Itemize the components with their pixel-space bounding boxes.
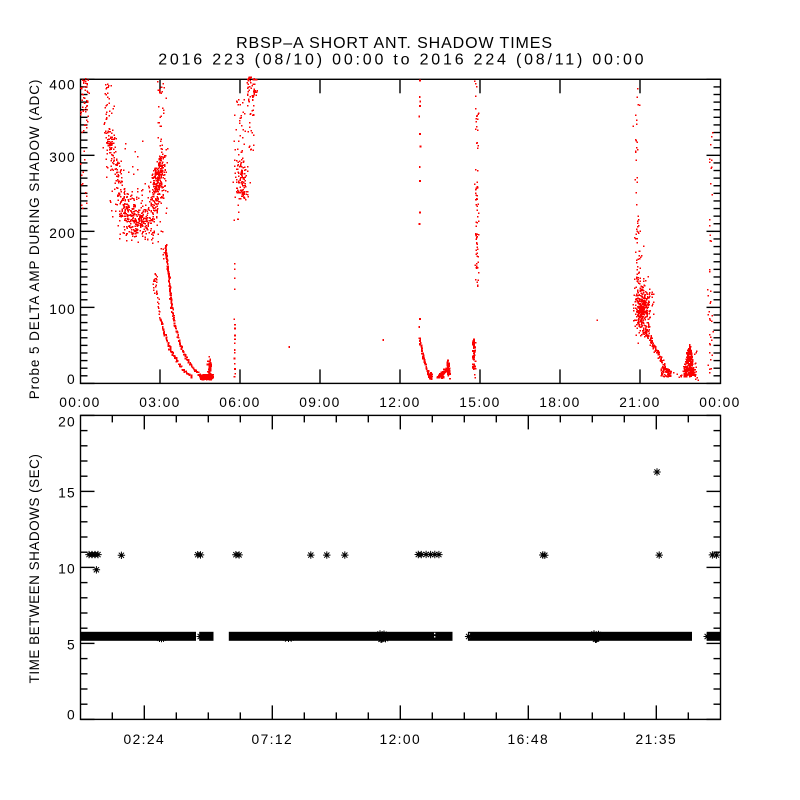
svg-text:Probe 5 DELTA AMP DURING SHADO: Probe 5 DELTA AMP DURING SHADOW (ADC) <box>27 79 42 400</box>
svg-text:0: 0 <box>67 372 76 387</box>
svg-text:200: 200 <box>49 226 76 241</box>
svg-text:06:00: 06:00 <box>219 395 261 410</box>
svg-text:02:24: 02:24 <box>124 732 166 747</box>
svg-text:21:00: 21:00 <box>619 395 661 410</box>
svg-text:03:00: 03:00 <box>139 395 181 410</box>
svg-text:300: 300 <box>49 150 76 165</box>
svg-text:21:35: 21:35 <box>636 732 678 747</box>
svg-text:400: 400 <box>49 78 76 93</box>
svg-text:16:48: 16:48 <box>508 732 550 747</box>
svg-text:15: 15 <box>58 486 76 501</box>
svg-text:00:00: 00:00 <box>699 395 741 410</box>
svg-text:00:00: 00:00 <box>59 395 101 410</box>
svg-text:RBSP–A SHORT ANT. SHADOW TIMES: RBSP–A SHORT ANT. SHADOW TIMES <box>236 35 553 52</box>
svg-text:TIME BETWEEN SHADOWS (SEC): TIME BETWEEN SHADOWS (SEC) <box>27 454 42 684</box>
svg-text:12:00: 12:00 <box>379 395 421 410</box>
svg-text:15:00: 15:00 <box>459 395 501 410</box>
svg-text:18:00: 18:00 <box>539 395 581 410</box>
svg-text:0: 0 <box>67 708 76 723</box>
svg-text:20: 20 <box>58 415 76 430</box>
svg-text:09:00: 09:00 <box>299 395 341 410</box>
svg-text:07:12: 07:12 <box>252 732 294 747</box>
svg-text:12:00: 12:00 <box>380 732 422 747</box>
svg-text:10: 10 <box>58 562 76 577</box>
svg-text:100: 100 <box>49 302 76 317</box>
svg-text:2016 223 (08/10) 00:00 to 2016: 2016 223 (08/10) 00:00 to 2016 224 (08/1… <box>158 52 646 69</box>
svg-text:5: 5 <box>67 638 76 653</box>
